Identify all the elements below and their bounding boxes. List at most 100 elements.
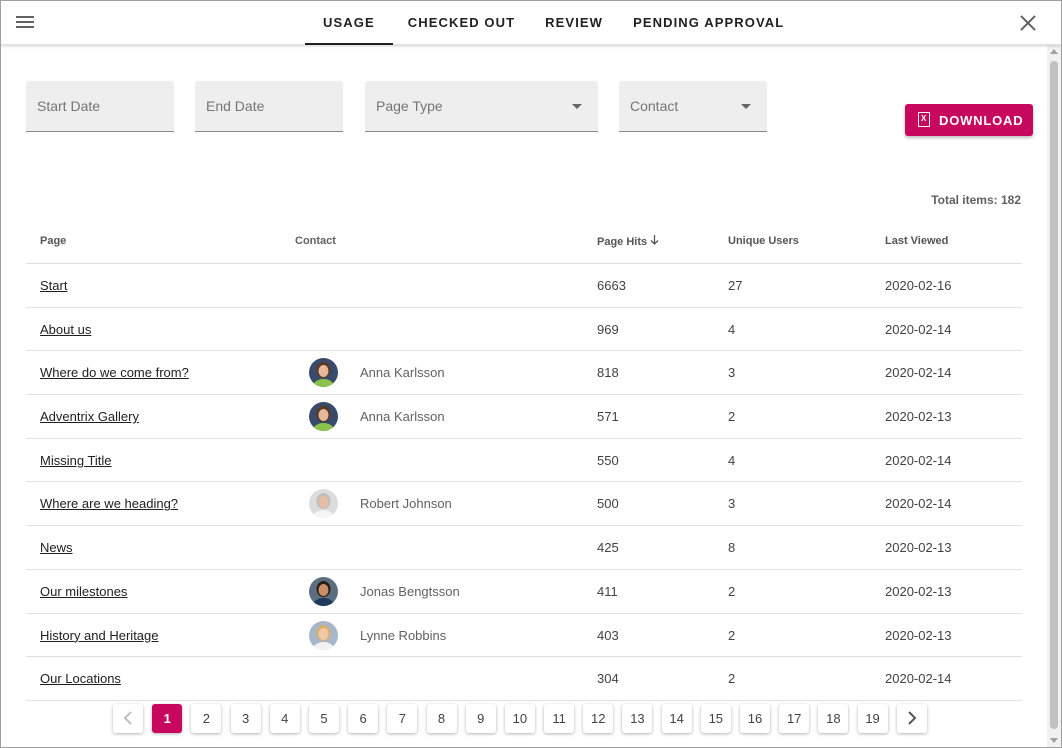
page-button-11[interactable]: 11	[544, 704, 575, 733]
scroll-down-arrow-icon[interactable]	[1050, 738, 1058, 743]
scroll-thumb[interactable]	[1050, 61, 1058, 729]
page-button-9[interactable]: 9	[465, 704, 496, 733]
page-button-3[interactable]: 3	[230, 704, 261, 733]
header-page-hits[interactable]: Page Hits	[597, 235, 659, 248]
pagination: 1 2 3 4 5 6 7 8 9 10 11 12 13 14 15 16 17 18 19	[113, 704, 936, 734]
page-link[interactable]: Our Locations	[40, 671, 121, 687]
page-link[interactable]: About us	[40, 321, 92, 337]
page-link[interactable]: History and Heritage	[40, 627, 159, 643]
table-header: Page Contact Page Hits Unique Users Last…	[26, 219, 1022, 264]
header-unique-users[interactable]: Unique Users	[728, 235, 799, 247]
download-label: DOWNLOAD	[939, 113, 1024, 128]
page-button-13[interactable]: 13	[622, 704, 653, 733]
avatar	[309, 489, 338, 519]
table-row: Missing Title 550 4 2020-02-14	[26, 439, 1022, 483]
end-date-input[interactable]: End Date	[195, 81, 343, 132]
tab-usage[interactable]: USAGE	[305, 1, 393, 45]
page-hits-value: 411	[597, 583, 618, 599]
page-link[interactable]: Adventrix Gallery	[40, 409, 139, 425]
contact-select[interactable]: Contact	[619, 81, 767, 132]
page-button-19[interactable]: 19	[857, 704, 888, 733]
page-hits-value: 500	[597, 496, 619, 512]
contact-name: Anna Karlsson	[360, 409, 445, 425]
top-bar: USAGE CHECKED OUT REVIEW PENDING APPROVAL	[1, 1, 1061, 45]
page-button-17[interactable]: 17	[779, 704, 810, 733]
header-last-viewed[interactable]: Last Viewed	[885, 235, 949, 247]
avatar	[309, 620, 338, 650]
page-button-8[interactable]: 8	[426, 704, 457, 733]
page-link[interactable]: Where do we come from?	[40, 365, 189, 381]
unique-users-value: 2	[728, 409, 736, 425]
table-row: News 425 8 2020-02-13	[26, 526, 1022, 570]
tab-checked-out[interactable]: CHECKED OUT	[407, 15, 516, 30]
table-row: Start 6663 27 2020-02-16	[26, 264, 1022, 308]
sort-down-arrow-icon	[650, 235, 659, 248]
page-button-10[interactable]: 10	[504, 704, 535, 733]
page-link[interactable]: Our milestones	[40, 583, 128, 599]
page-hits-value: 550	[597, 452, 619, 468]
unique-users-value: 2	[728, 583, 736, 599]
dropdown-arrow-icon	[572, 104, 582, 109]
last-viewed-value: 2020-02-13	[885, 409, 952, 425]
scroll-up-arrow-icon[interactable]	[1050, 49, 1058, 54]
table-row: Where are we heading? Robert Johnson 500 3 2…	[26, 482, 1022, 527]
table-row: About us 969 4 2020-02-14	[26, 308, 1022, 352]
page-button-16[interactable]: 16	[740, 704, 770, 733]
last-viewed-value: 2020-02-14	[885, 321, 952, 337]
page-hits-value: 425	[597, 540, 619, 556]
unique-users-value: 8	[728, 540, 736, 556]
unique-users-value: 2	[728, 671, 736, 687]
start-date-placeholder: Start Date	[37, 98, 101, 114]
page-button-12[interactable]: 12	[583, 704, 614, 733]
header-contact[interactable]: Contact	[295, 235, 336, 247]
page-hits-value: 304	[597, 671, 619, 687]
page-hits-value: 403	[597, 627, 619, 643]
chevron-left-icon[interactable]	[113, 704, 143, 733]
last-viewed-value: 2020-02-14	[885, 452, 952, 468]
start-date-input[interactable]: Start Date	[26, 81, 174, 132]
download-button[interactable]: DOWNLOAD	[905, 104, 1033, 136]
chevron-right-icon[interactable]	[896, 704, 927, 733]
header-page[interactable]: Page	[40, 235, 67, 247]
page-link[interactable]: Missing Title	[40, 452, 112, 468]
page-link[interactable]: Start	[40, 278, 68, 293]
page-button-15[interactable]: 15	[700, 704, 731, 733]
last-viewed-value: 2020-02-16	[885, 278, 952, 293]
tab-bar: USAGE CHECKED OUT REVIEW PENDING APPROVAL	[305, 1, 799, 45]
unique-users-value: 3	[728, 365, 736, 381]
page-type-placeholder: Page Type	[376, 98, 443, 114]
page-button-5[interactable]: 5	[308, 704, 339, 733]
contact-placeholder: Contact	[630, 98, 679, 114]
total-items-count: Total items: 182	[931, 193, 1021, 207]
page-button-2[interactable]: 2	[191, 704, 222, 733]
page-button-14[interactable]: 14	[661, 704, 692, 733]
table-row: Where do we come from? Anna Karlsson 818 3 2…	[26, 351, 1022, 396]
last-viewed-value: 2020-02-13	[885, 583, 952, 599]
contact-name: Anna Karlsson	[360, 365, 445, 381]
page-link[interactable]: News	[40, 540, 73, 556]
close-icon[interactable]	[1019, 14, 1037, 32]
unique-users-value: 4	[728, 321, 736, 337]
page-button-7[interactable]: 7	[387, 704, 418, 733]
tab-pending-approval[interactable]: PENDING APPROVAL	[633, 15, 785, 30]
dropdown-arrow-icon	[741, 104, 751, 109]
contact-name: Jonas Bengtsson	[360, 583, 460, 599]
end-date-placeholder: End Date	[206, 98, 265, 114]
page-link[interactable]: Where are we heading?	[40, 496, 179, 512]
page-hits-value: 6663	[597, 278, 626, 293]
last-viewed-value: 2020-02-13	[885, 540, 952, 556]
page-type-select[interactable]: Page Type	[365, 81, 598, 132]
page-hits-value: 571	[597, 409, 619, 425]
page-button-18[interactable]: 18	[818, 704, 849, 733]
table-body: Start 6663 27 2020-02-16 About us 969 4 2020-02…	[26, 264, 1022, 701]
tab-review[interactable]: REVIEW	[545, 15, 604, 30]
vertical-scrollbar[interactable]	[1047, 45, 1061, 747]
page-button-6[interactable]: 6	[348, 704, 379, 733]
table-row: Our Locations 304 2 2020-02-14	[26, 657, 1022, 701]
hamburger-menu-icon[interactable]	[15, 13, 35, 33]
header-page-hits-label: Page Hits	[597, 236, 648, 248]
page-button-4[interactable]: 4	[269, 704, 300, 733]
unique-users-value: 4	[728, 452, 736, 468]
page-button-1[interactable]: 1	[152, 704, 183, 733]
